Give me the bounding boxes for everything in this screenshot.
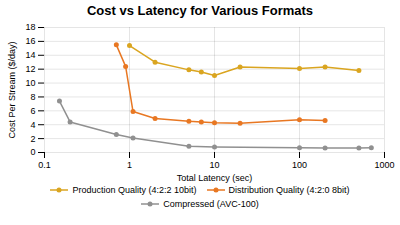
svg-text:18: 18 bbox=[25, 22, 35, 32]
svg-text:10: 10 bbox=[209, 160, 219, 170]
svg-text:0.1: 0.1 bbox=[38, 160, 51, 170]
svg-text:Cost Per Stream ($/day): Cost Per Stream ($/day) bbox=[7, 41, 17, 138]
html-text:Distribution Quality (4:2:0 8b: Distribution Quality (4:2:0 8bit) bbox=[228, 185, 350, 195]
html-text:Compressed (AVC-100): Compressed (AVC-100) bbox=[163, 199, 259, 209]
svg-text:Total Latency (sec): Total Latency (sec) bbox=[177, 173, 253, 183]
svg-text:14: 14 bbox=[25, 50, 35, 60]
svg-text:6: 6 bbox=[30, 106, 35, 116]
svg-text:8: 8 bbox=[30, 92, 35, 102]
html-text:Cost vs Latency for Various Fo: Cost vs Latency for Various Formats bbox=[86, 3, 314, 18]
svg-text:10: 10 bbox=[25, 78, 35, 88]
svg-text:0: 0 bbox=[30, 147, 35, 157]
svg-text:100: 100 bbox=[292, 160, 307, 170]
svg-text:12: 12 bbox=[25, 64, 35, 74]
svg-text:16: 16 bbox=[25, 36, 35, 46]
svg-text:2: 2 bbox=[30, 133, 35, 143]
svg-text:1000: 1000 bbox=[374, 160, 394, 170]
html-text:Production Quality (4:2:2 10bi: Production Quality (4:2:2 10bit) bbox=[72, 185, 197, 195]
svg-text:1: 1 bbox=[127, 160, 132, 170]
svg-text:4: 4 bbox=[30, 120, 35, 130]
